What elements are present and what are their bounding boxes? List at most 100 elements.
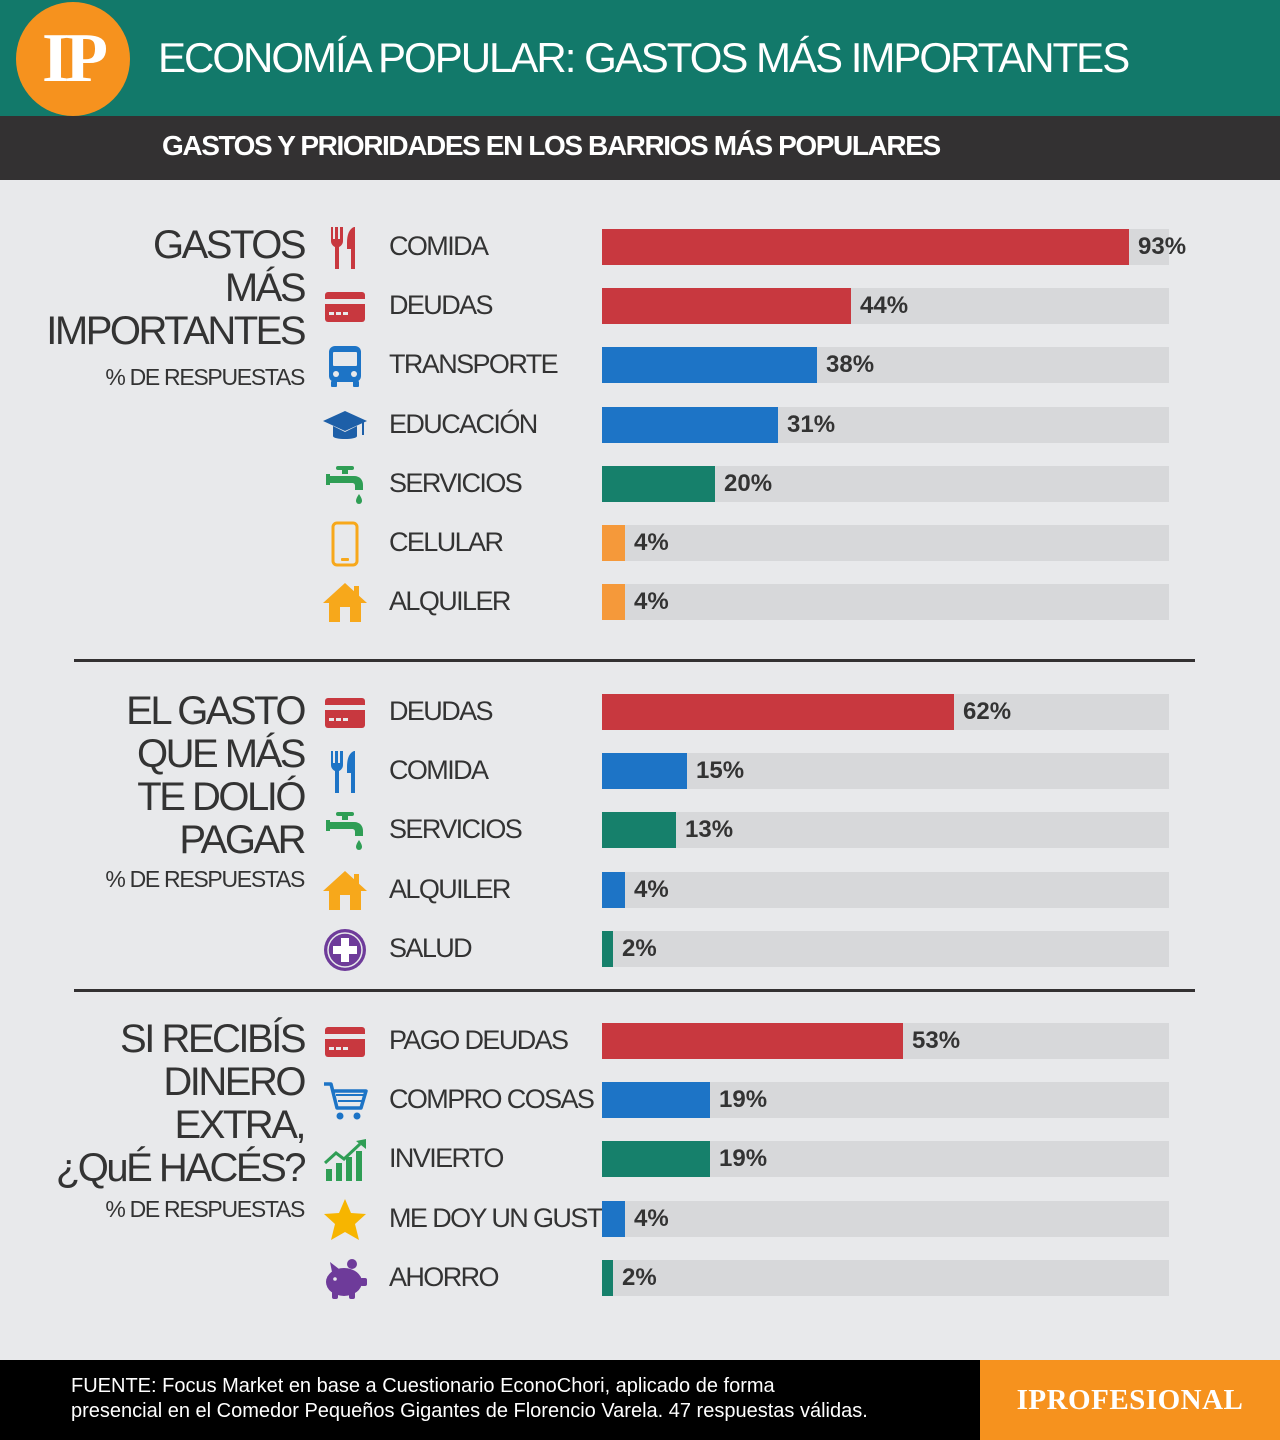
bar-track [602,930,1169,967]
value-label: 62% [963,698,1012,725]
growth-chart-icon [322,1137,368,1183]
cellphone-icon [322,521,368,567]
piggy-bank-icon [322,1256,368,1302]
bar [602,288,851,325]
bar [602,930,613,967]
faucet-icon [322,462,368,508]
category-label: AHORRO [389,1261,500,1292]
shopping-cart-icon [322,1078,368,1124]
value-label: 4% [634,588,669,616]
value-label: 53% [912,1027,961,1054]
section-title-line: QUE MÁS [137,732,306,776]
bar-track [602,1200,1169,1237]
section-title-line: EL GASTO [126,689,306,733]
category-label: SERVICIOS [389,814,523,845]
bar [602,753,687,790]
bus-icon [322,343,368,389]
page-title: ECONOMÍA POPULAR: GASTOS MÁS IMPORTANTES [158,34,1130,81]
category-label: EDUCACIÓN [389,408,538,439]
bar [602,406,778,443]
house-icon [322,868,368,914]
section-divider [74,659,1195,662]
category-label: DEUDAS [389,696,494,726]
section-divider [74,989,1195,992]
source-note: FUENTE: Focus Market en base a Cuestiona… [71,1374,971,1424]
bar [602,694,954,730]
bar [602,1200,625,1237]
value-label: 4% [634,875,669,903]
logo: IP [16,2,130,116]
bar [602,584,625,621]
value-label: 19% [719,1145,768,1173]
value-label: 2% [622,934,657,962]
house-icon [322,580,368,626]
credit-card-icon [322,1019,368,1065]
bar-track [602,812,1169,849]
bar [602,1023,903,1059]
section-title-line: ¿QuÉ HACÉS? [55,1146,307,1190]
health-cross-icon [322,927,368,973]
faucet-icon [322,808,368,854]
section-title-line: SI RECIBÍS [120,1017,306,1061]
bar-track [602,584,1169,621]
bar-track [602,525,1169,561]
bar [602,1141,710,1178]
category-label: DEUDAS [389,290,494,321]
value-label: 38% [826,351,875,379]
star-icon [322,1197,368,1243]
credit-card-icon [322,284,368,330]
value-label: 4% [634,529,669,556]
source-line: presencial en el Comedor Pequeños Gigant… [71,1400,868,1422]
section-title: EL GASTO QUE MÁS TE DOLIÓ PAGAR [126,689,306,862]
page-subtitle: GASTOS Y PRIORIDADES EN LOS BARRIOS MÁS … [162,130,941,161]
category-label: ME DOY UN GUSTO [389,1202,622,1233]
category-label: SALUD [389,932,473,963]
bar-track [602,1259,1169,1296]
section-title-line: DINERO [163,1060,306,1104]
section-subtitle: % DE RESPUESTAS [105,364,305,390]
fork-knife-icon [322,225,368,271]
value-label: 15% [696,757,745,785]
category-label: CELULAR [389,527,504,557]
value-label: 13% [685,816,734,844]
bar [602,465,715,502]
section-title-line: PAGAR [179,818,306,862]
footer-band [0,1360,980,1440]
value-label: 4% [634,1204,669,1232]
value-label: 2% [622,1263,657,1291]
category-label: ALQUILER [389,873,511,904]
bar [602,871,625,908]
section-title: SI RECIBÍS DINERO EXTRA, ¿QuÉ HACÉS? [55,1017,307,1190]
bar-track [602,753,1169,790]
credit-card-icon [322,690,368,736]
section-title-line: MÁS [224,266,307,310]
category-label: COMPRO COSAS [389,1084,595,1115]
category-label: INVIERTO [389,1143,504,1174]
value-label: 31% [787,410,836,438]
section-title-line: IMPORTANTES [46,309,306,353]
section-title-line: EXTRA, [174,1103,307,1147]
value-label: 93% [1138,233,1187,260]
category-label: COMIDA [389,231,489,261]
bar [602,347,817,384]
brand-logo: IPROFESIONAL [980,1360,1280,1440]
bar [602,1082,710,1119]
value-label: 19% [719,1086,768,1114]
category-label: SERVICIOS [389,467,523,498]
section-subtitle: % DE RESPUESTAS [105,866,305,892]
section-title: GASTOS MÁS IMPORTANTES [46,223,307,353]
bar [602,812,676,849]
category-label: PAGO DEUDAS [389,1025,569,1055]
bar [602,525,625,561]
category-label: ALQUILER [389,586,511,617]
bar [602,1259,613,1296]
value-label: 44% [860,292,909,320]
fork-knife-icon [322,749,368,795]
source-line: FUENTE: Focus Market en base a Cuestiona… [71,1375,775,1397]
category-label: COMIDA [389,755,489,786]
section-title-line: TE DOLIÓ [137,775,306,819]
section-title-line: GASTOS [153,223,306,267]
graduation-cap-icon [322,403,368,449]
subheader-band [0,116,1280,180]
bar [602,229,1129,265]
